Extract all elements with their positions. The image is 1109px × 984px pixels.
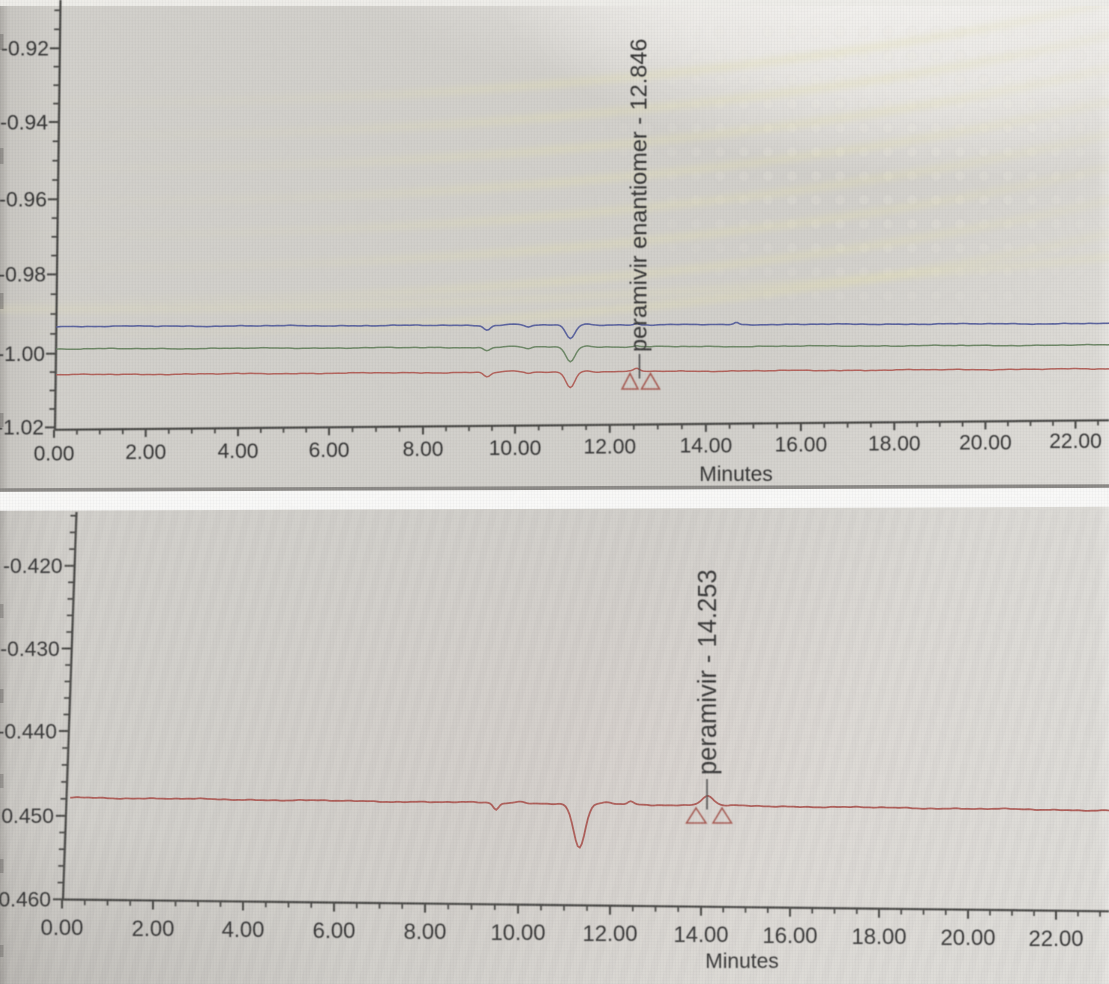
svg-text:22.00: 22.00 <box>1049 430 1102 453</box>
svg-text:-0.92: -0.92 <box>1 38 49 61</box>
svg-text:14.00: 14.00 <box>673 922 728 947</box>
svg-text:4.00: 4.00 <box>218 440 259 463</box>
svg-text:peramivir - 14.253: peramivir - 14.253 <box>694 569 722 775</box>
svg-text:6.00: 6.00 <box>313 918 356 943</box>
svg-text:0.450: 0.450 <box>1 805 54 828</box>
svg-text:-0.98: -0.98 <box>0 264 46 287</box>
svg-text:12.00: 12.00 <box>582 921 637 946</box>
svg-text:Minutes: Minutes <box>699 463 773 486</box>
svg-text:22.00: 22.00 <box>1028 926 1083 951</box>
svg-text:2.00: 2.00 <box>132 916 175 941</box>
svg-text:4.00: 4.00 <box>222 917 265 942</box>
svg-text:-0.430: -0.430 <box>0 638 60 661</box>
svg-text:-1.00: -1.00 <box>0 343 45 366</box>
svg-text:6.00: 6.00 <box>309 439 350 462</box>
svg-text:2.00: 2.00 <box>125 441 166 464</box>
svg-text:0.00: 0.00 <box>34 442 75 465</box>
svg-text:20.00: 20.00 <box>940 925 995 950</box>
svg-text:-0.94: -0.94 <box>0 111 48 134</box>
svg-text:-0.96: -0.96 <box>0 189 47 212</box>
svg-text:8.00: 8.00 <box>403 438 444 461</box>
svg-text:16.00: 16.00 <box>762 923 817 948</box>
svg-text:10.00: 10.00 <box>490 920 545 945</box>
svg-text:0.00: 0.00 <box>41 915 84 940</box>
svg-text:14.00: 14.00 <box>680 435 733 458</box>
svg-text:12.00: 12.00 <box>584 436 637 459</box>
svg-text:20.00: 20.00 <box>959 431 1012 454</box>
svg-text:Minutes: Minutes <box>705 950 779 973</box>
svg-text:-0.420: -0.420 <box>3 555 63 578</box>
svg-text:18.00: 18.00 <box>851 924 906 949</box>
svg-text:16.00: 16.00 <box>775 434 828 457</box>
svg-text:-0.440: -0.440 <box>0 720 57 743</box>
svg-text:8.00: 8.00 <box>404 919 447 944</box>
svg-text:peramivir enantiomer - 12.846: peramivir enantiomer - 12.846 <box>626 39 652 353</box>
svg-text:18.00: 18.00 <box>868 432 921 455</box>
svg-text:-1.02: -1.02 <box>0 417 44 440</box>
svg-text:0.460: 0.460 <box>0 889 51 912</box>
svg-text:10.00: 10.00 <box>489 437 542 460</box>
